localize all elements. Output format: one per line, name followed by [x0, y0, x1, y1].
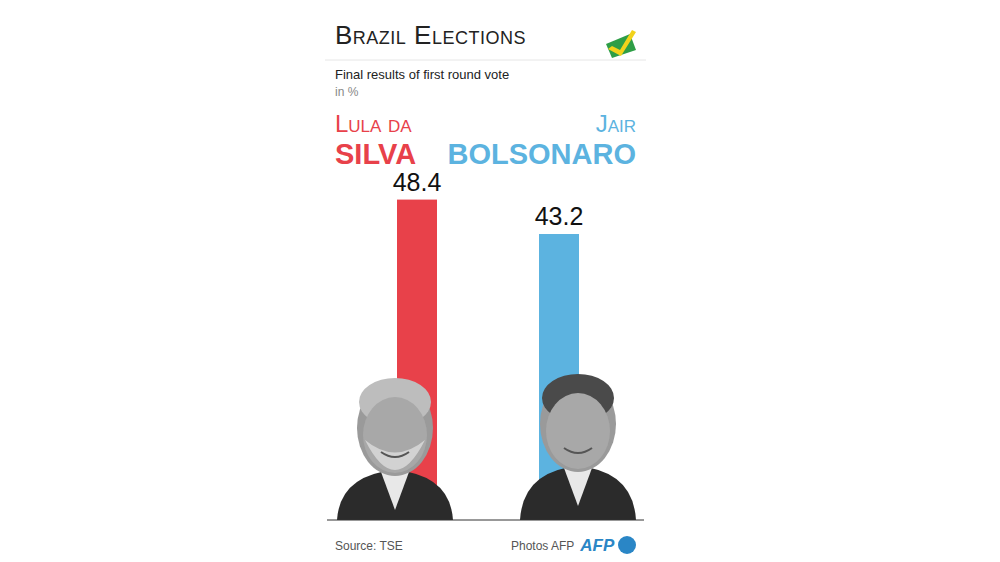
- portrait-face: [363, 397, 427, 473]
- baseline: [327, 520, 644, 521]
- chart: Brazil Elections Final results of first r…: [0, 0, 1000, 562]
- portrait-shirt: [381, 472, 409, 510]
- data-label: 43.2: [535, 202, 584, 230]
- afp-logo: AFP: [579, 536, 615, 555]
- category-label: BOLSONARO: [448, 138, 637, 170]
- portrait-face: [546, 393, 610, 469]
- subtitle: Final results of first round vote: [335, 67, 509, 82]
- logo: [606, 30, 636, 58]
- category-label: SILVA: [335, 138, 416, 170]
- portrait-body: [337, 470, 453, 520]
- unit-label: in %: [335, 85, 359, 99]
- category-label: Jair: [596, 110, 636, 137]
- portrait-smile: [564, 448, 592, 453]
- logo-check: [608, 30, 636, 56]
- portrait-shirt: [564, 468, 592, 506]
- portrait: [337, 378, 453, 520]
- portrait-smile: [381, 452, 409, 457]
- afp-dot: [618, 536, 636, 554]
- source: Source: TSE: [335, 539, 403, 553]
- data-label: 48.4: [393, 168, 442, 196]
- portrait-beard: [365, 440, 425, 470]
- bars: [397, 200, 579, 520]
- title-rule: [325, 60, 646, 61]
- credit: Photos AFP: [511, 539, 574, 553]
- title: Brazil Elections: [335, 20, 526, 50]
- category-label: Lula da: [335, 110, 412, 137]
- portrait-body: [520, 466, 636, 520]
- portrait: [520, 374, 636, 520]
